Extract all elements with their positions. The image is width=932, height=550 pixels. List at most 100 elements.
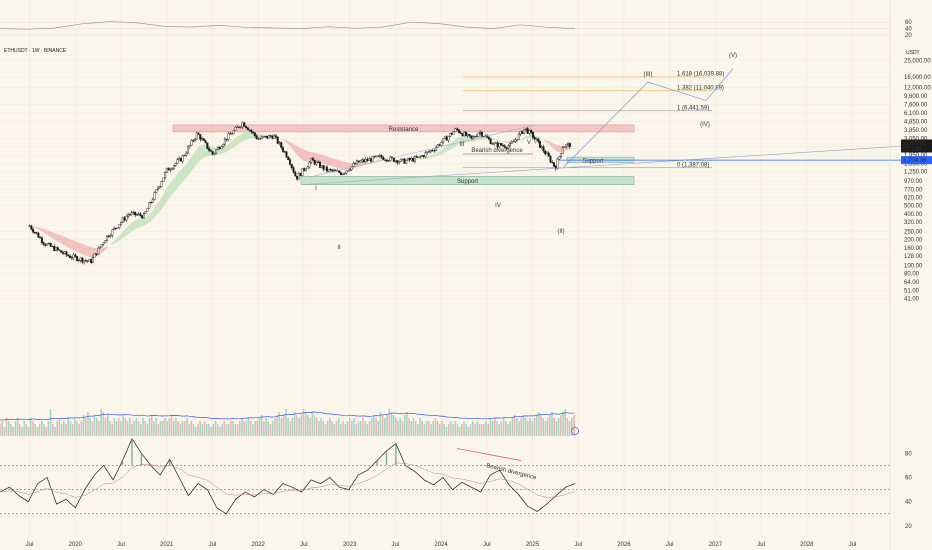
ema-ribbon — [341, 160, 343, 170]
volume-bar — [0, 424, 1, 436]
candle — [547, 152, 550, 157]
candle — [357, 160, 360, 163]
volume-bar — [410, 421, 413, 436]
candle — [141, 215, 144, 219]
candle — [223, 138, 226, 145]
candle — [248, 129, 251, 131]
price-tick-label: 12,000.00 — [904, 86, 931, 92]
wave-label-7: (III) — [644, 72, 653, 78]
time-tick-label: Jul — [392, 542, 400, 548]
candle — [269, 135, 272, 137]
candle — [382, 157, 385, 161]
volume-bar — [423, 424, 426, 436]
ema-ribbon — [124, 227, 127, 237]
candle — [47, 243, 50, 245]
candle — [567, 143, 570, 145]
ema-ribbon — [251, 131, 254, 139]
volume-bar — [483, 424, 485, 436]
ema-ribbon — [117, 235, 120, 242]
volume-bar — [318, 421, 320, 436]
ema-ribbon — [290, 141, 292, 149]
ema-ribbon — [444, 146, 447, 153]
volume-bar — [529, 418, 531, 436]
candle — [245, 125, 248, 128]
candle — [290, 164, 293, 168]
ema-ribbon — [246, 131, 248, 140]
ema-ribbon — [244, 131, 247, 141]
volume-bar — [49, 409, 52, 436]
volume-bar — [553, 418, 556, 436]
volume-bar — [111, 424, 113, 436]
candle — [142, 212, 145, 219]
ema-ribbon — [166, 184, 169, 202]
volume-bar — [47, 421, 50, 436]
candle — [289, 159, 292, 165]
volume-bar — [381, 415, 384, 436]
price-tick-label: 3,850.00 — [904, 128, 928, 134]
volume-bar — [161, 421, 164, 436]
candle — [463, 131, 466, 137]
candle — [195, 132, 198, 140]
volume-bar — [146, 424, 149, 436]
candle — [378, 155, 381, 157]
wave-projection — [562, 68, 734, 169]
ema-ribbon — [436, 152, 438, 157]
price-tick-label: 500.00 — [904, 204, 923, 210]
ema-ribbon — [443, 146, 445, 154]
candle — [304, 168, 307, 171]
candle — [322, 165, 325, 170]
ema-ribbon — [546, 140, 549, 145]
volume-bar — [205, 424, 208, 436]
candle — [565, 144, 568, 147]
volume-bar — [104, 418, 107, 436]
ema-ribbon — [446, 144, 449, 152]
volume-bar — [221, 424, 223, 436]
volume-bar — [489, 418, 492, 436]
candle — [56, 247, 59, 251]
candle — [568, 143, 571, 147]
wave-label-9: (V) — [729, 53, 737, 59]
volume-bar — [287, 418, 289, 436]
volume-bar — [210, 427, 212, 436]
time-tick-label: 2024 — [434, 542, 448, 548]
ema-ribbon — [529, 134, 532, 139]
candle — [553, 162, 556, 167]
ema-ribbon — [374, 160, 377, 162]
candle — [512, 141, 515, 143]
candle — [426, 151, 429, 153]
candle — [192, 140, 195, 142]
candle — [345, 170, 348, 174]
candle — [181, 155, 184, 162]
candle — [408, 157, 411, 161]
candle — [155, 189, 158, 193]
candle — [206, 142, 209, 149]
volume-bar — [551, 412, 553, 436]
candle — [283, 151, 286, 153]
volume-bar — [465, 424, 468, 436]
volume-bar — [38, 424, 41, 436]
candle — [445, 136, 448, 141]
ema-ribbon — [198, 146, 201, 162]
time-tick-label: 2020 — [69, 542, 83, 548]
candle — [287, 156, 290, 160]
volume-bar — [296, 415, 298, 436]
zone-0 — [172, 124, 635, 133]
rsi-divergence-line — [456, 448, 522, 461]
ema-ribbon — [538, 136, 540, 139]
ema-ribbon — [136, 219, 139, 229]
candle — [104, 240, 107, 244]
volume-bar — [322, 421, 325, 436]
ema-ribbon — [40, 227, 42, 232]
candle — [443, 136, 446, 139]
candle — [347, 170, 350, 172]
candle — [93, 253, 96, 258]
ema-ribbon — [66, 237, 69, 248]
volume-bar — [291, 418, 294, 436]
candle — [74, 254, 77, 257]
ema-ribbon — [115, 237, 118, 243]
ema-ribbon — [242, 131, 245, 142]
volume-bar — [203, 421, 206, 436]
candle — [493, 142, 496, 145]
volume-bar — [300, 415, 303, 436]
